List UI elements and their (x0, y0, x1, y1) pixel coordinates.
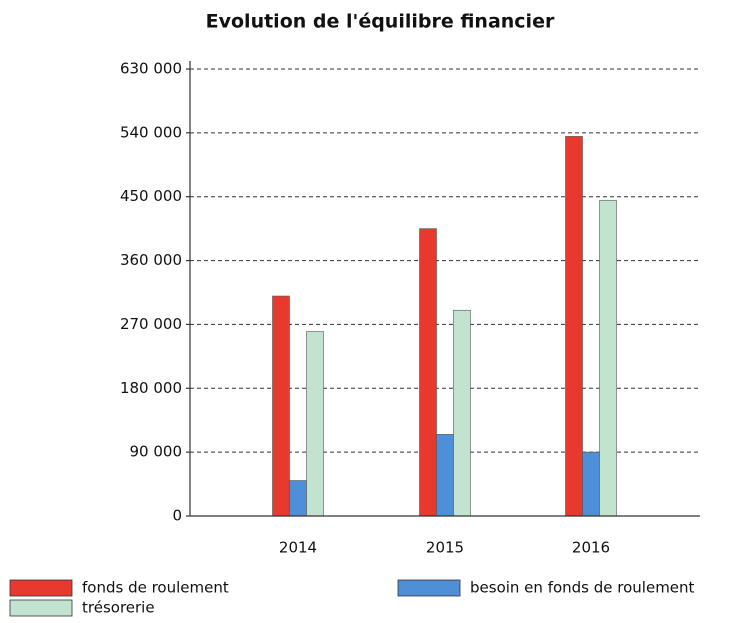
y-tick-label: 630 000 (120, 60, 182, 78)
y-tick-label: 90 000 (130, 443, 183, 461)
y-tick-label: 0 (172, 507, 182, 525)
y-tick-label: 540 000 (120, 123, 182, 141)
bar (289, 480, 307, 517)
y-tick-label: 180 000 (120, 379, 182, 397)
bar (582, 451, 600, 517)
bar (436, 434, 454, 517)
y-tick-label: 450 000 (120, 187, 182, 205)
legend-label: besoin en fonds de roulement (470, 579, 695, 597)
x-tick-label: 2014 (279, 539, 317, 557)
chart-title: Evolution de l'équilibre financier (206, 11, 555, 33)
bar (419, 228, 437, 517)
legend-swatch (9, 579, 73, 597)
legend-label: trésorerie (82, 599, 155, 617)
x-tick-label: 2016 (572, 539, 610, 557)
x-tick-label: 2015 (426, 539, 464, 557)
y-tick-label: 270 000 (120, 315, 182, 333)
y-tick-label: 360 000 (120, 251, 182, 269)
legend-swatch (397, 579, 461, 597)
legend-label: fonds de roulement (82, 579, 229, 597)
bar (272, 295, 290, 517)
bar (599, 199, 617, 517)
legend-swatch (9, 599, 73, 617)
bar (453, 309, 471, 517)
bar (306, 331, 324, 517)
bar (565, 136, 583, 517)
